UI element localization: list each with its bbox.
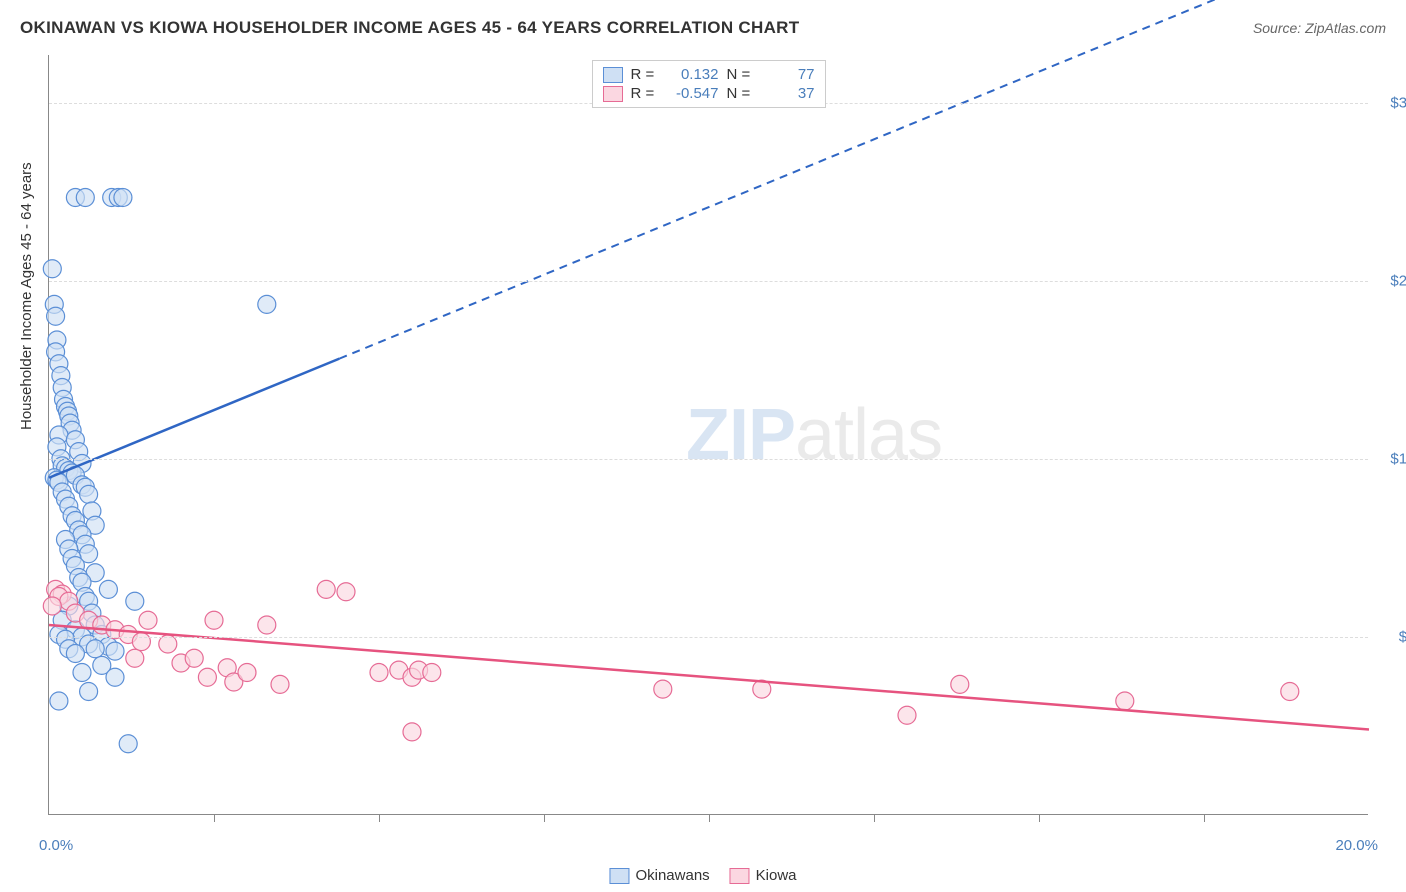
x-tick [544, 814, 545, 822]
r-value-okinawans: 0.132 [667, 66, 719, 83]
legend-item-okinawans: Okinawans [609, 867, 709, 884]
trend-layer [49, 55, 1368, 814]
x-tick [214, 814, 215, 822]
correlation-row-kiowa: R = -0.547 N = 37 [603, 84, 815, 103]
trend-line-okinawans-extrapolated [339, 0, 1369, 359]
chart-title: OKINAWAN VS KIOWA HOUSEHOLDER INCOME AGE… [20, 18, 799, 38]
n-label: N = [727, 85, 755, 102]
x-tick [1204, 814, 1205, 822]
correlation-row-okinawans: R = 0.132 N = 77 [603, 65, 815, 84]
correlation-legend: R = 0.132 N = 77 R = -0.547 N = 37 [592, 60, 826, 108]
y-tick-label: $300,000 [1373, 94, 1406, 111]
chart-source: Source: ZipAtlas.com [1253, 20, 1386, 36]
plot-area: ZIPatlas R = 0.132 N = 77 R = -0.547 N =… [48, 55, 1368, 815]
swatch-kiowa [730, 868, 750, 884]
trend-line-kiowa [49, 625, 1369, 730]
r-label: R = [631, 85, 659, 102]
n-label: N = [727, 66, 755, 83]
n-value-okinawans: 77 [763, 66, 815, 83]
gridline [49, 281, 1368, 282]
source-name: ZipAtlas.com [1305, 20, 1386, 36]
x-tick [874, 814, 875, 822]
swatch-okinawans [603, 67, 623, 83]
source-label: Source: [1253, 20, 1305, 36]
r-label: R = [631, 66, 659, 83]
series-legend: Okinawans Kiowa [609, 867, 796, 884]
r-value-kiowa: -0.547 [667, 85, 719, 102]
x-tick [1039, 814, 1040, 822]
x-axis-label: 0.0% [39, 837, 73, 854]
y-tick-label: $150,000 [1373, 450, 1406, 467]
legend-item-kiowa: Kiowa [730, 867, 797, 884]
x-tick [379, 814, 380, 822]
legend-label-okinawans: Okinawans [635, 867, 709, 884]
x-tick [709, 814, 710, 822]
gridline [49, 459, 1368, 460]
swatch-okinawans [609, 868, 629, 884]
y-tick-label: $225,000 [1373, 272, 1406, 289]
n-value-kiowa: 37 [763, 85, 815, 102]
gridline [49, 637, 1368, 638]
x-axis-label: 20.0% [1335, 837, 1378, 854]
y-tick-label: $75,000 [1373, 628, 1406, 645]
y-axis-title: Householder Income Ages 45 - 64 years [18, 162, 35, 430]
swatch-kiowa [603, 86, 623, 102]
legend-label-kiowa: Kiowa [756, 867, 797, 884]
trend-line-okinawans [49, 359, 339, 478]
